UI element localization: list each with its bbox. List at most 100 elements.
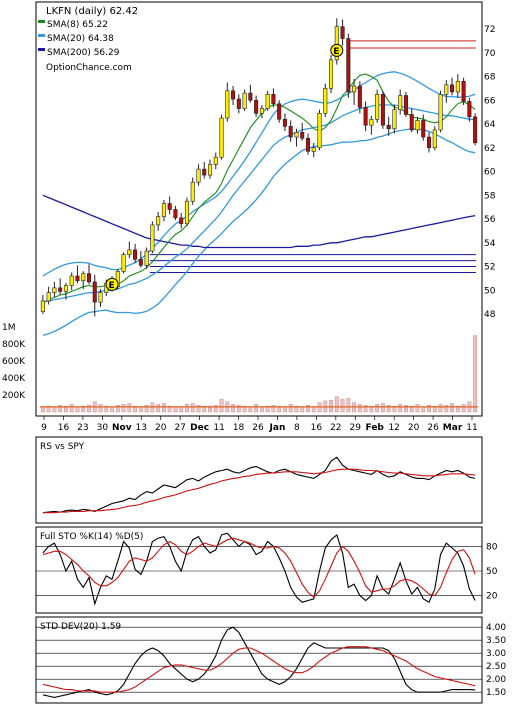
x-axis-tick: 16 — [311, 423, 323, 433]
candle-body — [300, 132, 305, 139]
candle-body — [305, 137, 311, 152]
x-axis-tick: 30 — [97, 423, 109, 433]
volume-bar — [115, 405, 120, 413]
x-axis-tick: 27 — [174, 423, 185, 433]
candle-body — [265, 94, 270, 109]
sto-y-tick: 80 — [486, 542, 498, 552]
volume-y-tick: 200K — [2, 391, 26, 401]
x-axis-tick: 11 — [466, 423, 477, 433]
volume-y-tick: 400K — [2, 374, 26, 384]
rs-panel-frame — [35, 436, 483, 524]
volume-bar — [196, 405, 201, 413]
volume-bar — [52, 406, 57, 413]
volume-bar — [461, 404, 466, 413]
volume-bar — [231, 404, 235, 413]
candle-body — [426, 136, 432, 149]
price-y-tick: 66 — [484, 96, 496, 106]
candle-body — [455, 80, 460, 93]
stddev-y-tick: 4.00 — [486, 623, 506, 633]
rs-layer — [42, 456, 476, 514]
ticks-layer: 48 50 52 54 56 58 60 62 64 66 68 70 72 1M 800K 600K 400K… — [2, 25, 496, 433]
candle-body — [86, 273, 92, 283]
volume-bar — [329, 399, 333, 413]
volume-y-tick: 600K — [2, 357, 26, 367]
x-axis-tick: 8 — [294, 423, 300, 433]
candle-body — [369, 118, 374, 126]
volume-bar — [404, 405, 408, 413]
earnings-marker-label: E — [333, 47, 339, 57]
candle-body — [242, 92, 247, 109]
price-y-tick: 54 — [484, 239, 496, 249]
candle-body — [190, 181, 195, 202]
candle-body — [254, 99, 259, 114]
x-axis-tick: 16 — [58, 423, 70, 433]
volume-bar — [190, 403, 195, 413]
volume-bar — [409, 405, 414, 413]
volume-bar — [473, 335, 478, 413]
volume-bar — [75, 406, 80, 413]
candle-body — [75, 275, 80, 282]
candle-body — [259, 108, 264, 114]
candle-body — [294, 132, 299, 138]
sma200-legend-swatch — [38, 48, 45, 51]
candle-body — [231, 90, 236, 100]
volume-bar — [438, 404, 443, 413]
volume-bar — [161, 403, 166, 413]
candle-body — [352, 85, 357, 93]
x-axis-tick: 13 — [136, 423, 147, 433]
candle-body — [156, 216, 161, 226]
volume-bar — [357, 404, 362, 413]
volume-bar — [265, 405, 270, 413]
x-axis-tick: Feb — [366, 423, 385, 433]
stddev-layer: 4.00 3.50 3.00 2.50 2.00 1.50 — [36, 623, 506, 698]
candle-body — [144, 250, 149, 266]
price-y-tick: 64 — [484, 120, 496, 130]
candle-body — [432, 129, 437, 149]
candle-body — [444, 84, 449, 95]
candle-body — [207, 164, 213, 176]
candle-body — [69, 275, 74, 286]
volume-bar — [271, 405, 276, 413]
x-axis-tick: 20 — [408, 423, 420, 433]
candle-body — [461, 80, 466, 102]
x-axis-tick: 26 — [427, 423, 439, 433]
candle-body — [277, 103, 282, 120]
candle-body — [46, 292, 51, 302]
volume-bar — [242, 405, 247, 413]
volume-bar — [398, 404, 403, 413]
candle-body — [311, 147, 316, 152]
rs-panel-title: RS vs SPY — [40, 442, 85, 452]
volume-bar — [133, 405, 138, 413]
earnings-marker — [330, 43, 344, 57]
candle-body — [184, 200, 189, 225]
candle-body — [450, 84, 455, 93]
volume-bar — [248, 406, 253, 413]
volume-bar — [81, 405, 86, 413]
sto-layer: 80 50 20 — [36, 532, 498, 606]
candle-body — [403, 95, 408, 115]
candle-body — [127, 249, 132, 255]
candle-body — [346, 38, 351, 93]
x-axis-tick: 29 — [350, 423, 362, 433]
volume-bar — [444, 405, 449, 413]
candle-body — [271, 94, 276, 105]
stddev-series-line — [42, 646, 476, 693]
sma20-legend-label: SMA(20) 64.38 — [47, 34, 114, 44]
volume-bar — [392, 405, 397, 413]
volume-bar — [450, 403, 454, 413]
candle-layer — [40, 18, 478, 317]
volume-bar — [288, 404, 293, 413]
candle-body — [357, 85, 362, 108]
x-axis-tick: Mar — [443, 423, 463, 433]
candle-body — [179, 217, 184, 225]
volume-bar — [363, 405, 368, 413]
volume-bar — [300, 406, 305, 413]
volume-bar — [156, 404, 161, 413]
price-panel-frame — [35, 1, 483, 417]
candle-body — [375, 94, 380, 120]
stddev-y-tick: 2.00 — [486, 675, 506, 685]
sto-panel-frame — [35, 526, 483, 614]
candle-body — [380, 94, 385, 126]
candle-body — [386, 124, 391, 130]
